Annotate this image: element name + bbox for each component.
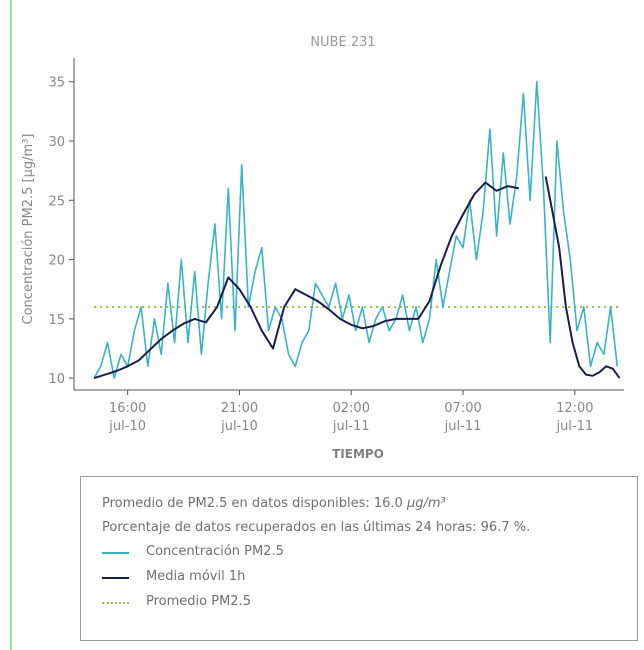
moving-average-line-segment-1	[93, 181, 520, 380]
legend-label-moving-average: Media móvil 1h	[146, 569, 246, 584]
x-tick-label-date: jul-10	[108, 419, 146, 434]
average-summary-text: Promedio de PM2.5 en datos disponibles: …	[102, 496, 407, 511]
legend-box: Promedio de PM2.5 en datos disponibles: …	[80, 476, 638, 641]
x-tick-label-date: jul-11	[444, 419, 482, 434]
y-tick-label: 25	[48, 194, 65, 209]
x-tick-label-time: 12:00	[556, 401, 593, 416]
left-border-rule	[10, 0, 12, 650]
x-tick-label-date: jul-11	[555, 419, 593, 434]
average-summary: Promedio de PM2.5 en datos disponibles: …	[102, 495, 446, 513]
x-tick-label-date: jul-10	[220, 419, 258, 434]
recovery-percentage: Porcentaje de datos recuperados en las ú…	[102, 520, 531, 535]
y-tick-label: 35	[48, 76, 65, 91]
legend-label-average: Promedio PM2.5	[146, 594, 251, 609]
x-tick-label-time: 21:00	[221, 401, 258, 416]
legend-swatch-concentration	[102, 552, 129, 554]
pm25-chart: NUBE 231 Concentración PM2.5 [μg/m³] TIE…	[21, 35, 624, 461]
x-tick-label-time: 02:00	[333, 401, 370, 416]
chart-title: NUBE 231	[310, 35, 375, 50]
average-summary-unit: μg/m³	[406, 496, 446, 511]
legend-swatch-moving-average	[102, 577, 129, 579]
legend-swatch-average	[102, 602, 129, 604]
legend-label-concentration: Concentración PM2.5	[146, 544, 284, 559]
x-tick-label-time: 16:00	[109, 401, 146, 416]
y-tick-label: 10	[48, 372, 65, 387]
y-tick-label: 15	[48, 313, 65, 328]
y-axis-title: Concentración PM2.5 [μg/m³]	[21, 134, 36, 325]
y-tick-label: 30	[48, 135, 65, 150]
x-axis-title: TIEMPO	[332, 447, 384, 461]
x-tick-label-time: 07:00	[444, 401, 481, 416]
concentration-series-line	[93, 80, 619, 379]
x-tick-label-date: jul-11	[332, 419, 370, 434]
moving-average-line-segment-2	[544, 176, 621, 379]
y-tick-label: 20	[48, 254, 65, 269]
